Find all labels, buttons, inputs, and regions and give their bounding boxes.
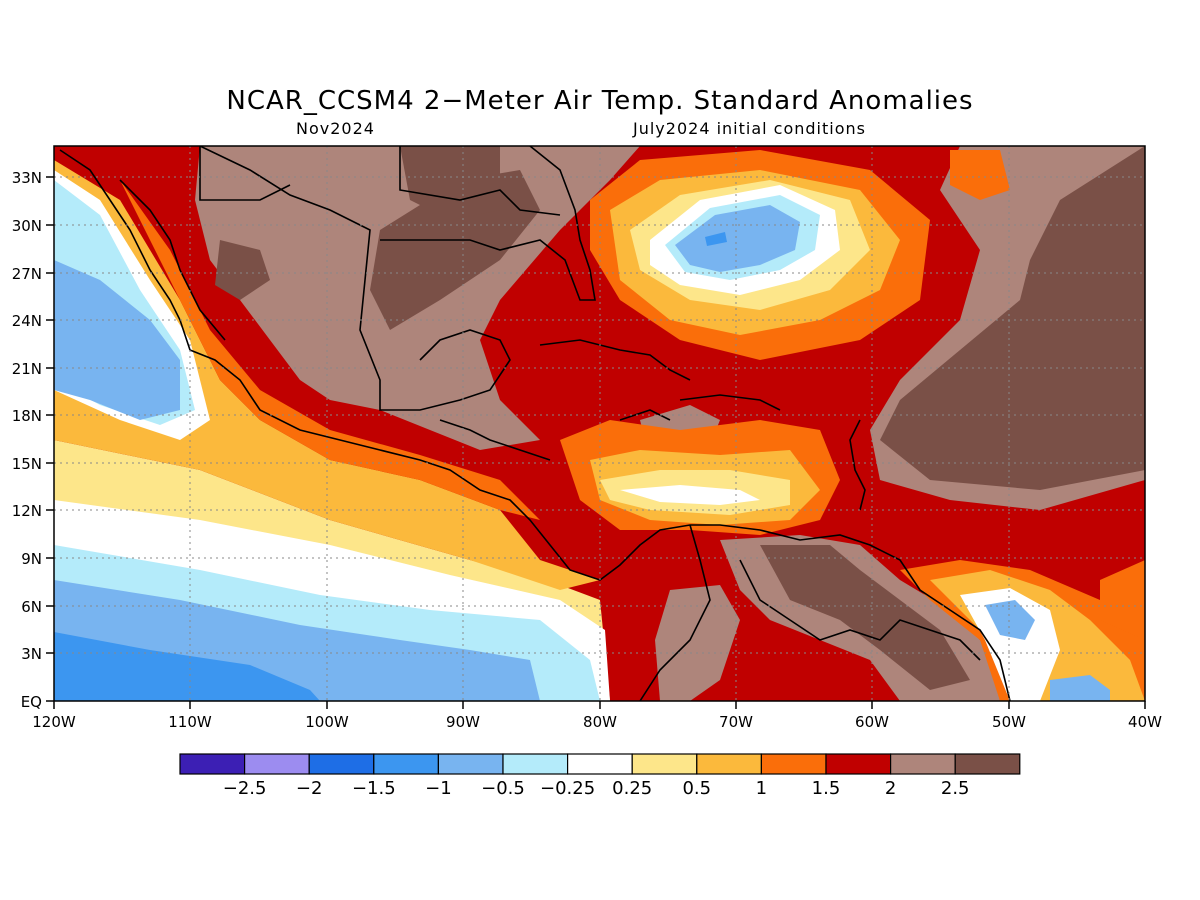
colorbar-swatch bbox=[373, 753, 439, 775]
y-tick-label: 6N bbox=[21, 598, 42, 616]
colorbar-label: −0.5 bbox=[481, 778, 525, 799]
colorbar-swatch bbox=[244, 753, 310, 775]
y-tick-label: 24N bbox=[12, 312, 42, 330]
colorbar-swatch bbox=[566, 753, 633, 775]
colorbar-swatch bbox=[760, 753, 827, 775]
colorbar-swatch bbox=[889, 753, 956, 775]
y-tick-label: 3N bbox=[21, 645, 42, 663]
x-tick-label: 70W bbox=[719, 713, 753, 731]
colorbar-swatch bbox=[825, 753, 892, 775]
y-tick-label: 27N bbox=[12, 265, 42, 283]
forecast-month: Nov2024 bbox=[296, 119, 375, 138]
colorbar: −2.5 −2 −1.5 −1 −0.5 −0.25 0.25 0.5 1 1.5 2 2.5 bbox=[179, 753, 1021, 799]
colorbar-swatch bbox=[179, 753, 246, 775]
colorbar-label: 1.5 bbox=[812, 778, 841, 799]
colorbar-swatch bbox=[502, 753, 569, 775]
x-tick-label: 100W bbox=[305, 713, 349, 731]
initial-conditions: July2024 initial conditions bbox=[633, 119, 866, 138]
y-tick-label: EQ bbox=[21, 693, 42, 711]
colorbar-label: −2 bbox=[296, 778, 323, 799]
anomaly-field bbox=[54, 146, 1145, 701]
colorbar-label: 1 bbox=[756, 778, 767, 799]
y-tick-label: 9N bbox=[21, 550, 42, 568]
colorbar-swatch bbox=[631, 753, 698, 775]
colorbar-swatch bbox=[437, 753, 504, 775]
axis-ticks bbox=[46, 176, 1146, 709]
colorbar-label: 0.25 bbox=[612, 778, 652, 799]
colorbar-swatch bbox=[696, 753, 762, 775]
y-tick-label: 15N bbox=[12, 455, 42, 473]
x-tick-label: 60W bbox=[855, 713, 889, 731]
x-tick-label: 40W bbox=[1128, 713, 1162, 731]
map-title: NCAR_CCSM4 2−Meter Air Temp. Standard An… bbox=[226, 86, 974, 116]
colorbar-label: −2.5 bbox=[223, 778, 267, 799]
x-tick-label: 110W bbox=[168, 713, 212, 731]
y-tick-label: 33N bbox=[12, 169, 42, 187]
colorbar-label: −1 bbox=[425, 778, 452, 799]
colorbar-swatch bbox=[308, 753, 375, 775]
x-tick-label: 120W bbox=[32, 713, 76, 731]
colorbar-label: −0.25 bbox=[540, 778, 595, 799]
x-tick-label: 90W bbox=[446, 713, 480, 731]
y-tick-label: 18N bbox=[12, 407, 42, 425]
x-tick-label: 50W bbox=[992, 713, 1026, 731]
colorbar-label: 2 bbox=[885, 778, 896, 799]
y-tick-label: 12N bbox=[12, 502, 42, 520]
coastlines bbox=[59, 146, 1011, 701]
y-tick-label: 21N bbox=[12, 360, 42, 378]
y-tick-label: 30N bbox=[12, 217, 42, 235]
x-tick-label: 80W bbox=[583, 713, 617, 731]
colorbar-swatch bbox=[954, 753, 1021, 775]
colorbar-label: 2.5 bbox=[941, 778, 970, 799]
colorbar-label: 0.5 bbox=[682, 778, 711, 799]
colorbar-label: −1.5 bbox=[352, 778, 396, 799]
graticule bbox=[54, 146, 1145, 701]
